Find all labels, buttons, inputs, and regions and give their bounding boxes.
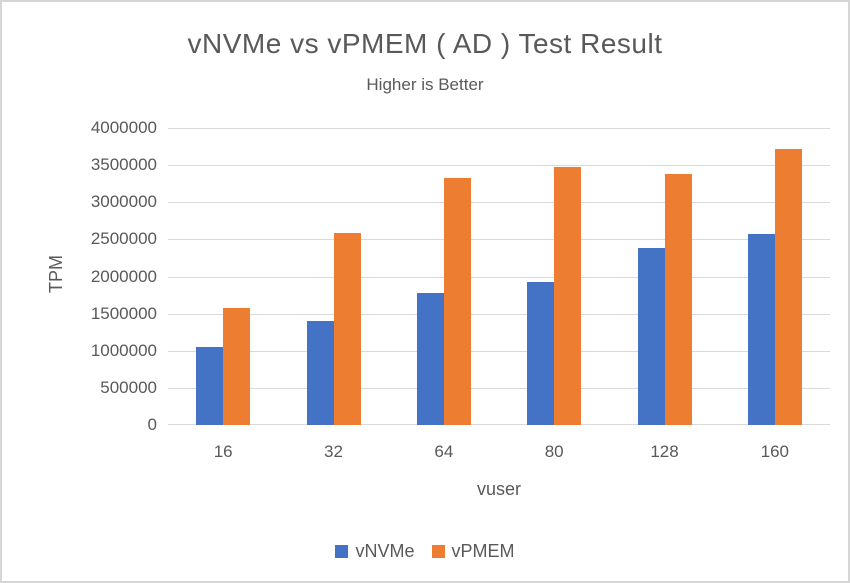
- gridline: [168, 387, 830, 389]
- y-tick-label: 2000000: [90, 266, 157, 286]
- x-tick-label: 160: [760, 442, 790, 461]
- bar-vnvme-64: [416, 292, 444, 425]
- bar-vnvme-128: [637, 247, 665, 425]
- bar-vnvme-160: [747, 234, 775, 425]
- gridline: [168, 202, 830, 204]
- y-tick-label: 3000000: [90, 192, 157, 212]
- bar-vpmem-128: [664, 174, 692, 425]
- bar-vpmem-160: [774, 148, 802, 425]
- chart-subtitle: Higher is Better: [366, 75, 484, 94]
- y-tick-label: 2500000: [90, 229, 157, 249]
- x-tick-label: 16: [213, 442, 233, 461]
- x-tick-label: 64: [434, 442, 454, 461]
- x-tick-label: 80: [544, 442, 564, 461]
- chart-title: vNVMe vs vPMEM ( AD ) Test Result: [187, 28, 663, 59]
- gridline: [168, 239, 830, 241]
- gridline: [168, 165, 830, 167]
- bar-vpmem-64: [443, 177, 471, 425]
- y-tick-label: 1500000: [90, 303, 157, 323]
- bar-vnvme-32: [306, 321, 334, 425]
- gridline: [168, 313, 830, 315]
- legend-item-vpmem: vPMEM: [431, 541, 515, 561]
- gridline: [168, 128, 830, 129]
- x-tick-label: 32: [324, 442, 343, 461]
- plot-area: [168, 128, 830, 425]
- x-axis-title: vuser: [476, 479, 521, 499]
- bar-vpmem-16: [223, 308, 251, 425]
- legend-swatch-vpmem: [431, 544, 445, 558]
- x-tick-label: 128: [650, 442, 679, 461]
- y-tick-label: 3500000: [90, 155, 157, 175]
- legend-item-vnvme: vNVMe: [335, 541, 415, 561]
- legend: vNVMe vPMEM: [2, 541, 848, 561]
- legend-label: vNVMe: [355, 541, 415, 561]
- gridline: [168, 350, 830, 352]
- legend-swatch-vnvme: [335, 544, 349, 558]
- x-axis-tick-labels: 16 32 64 80 128 160: [168, 442, 830, 464]
- x-axis-baseline: [168, 424, 830, 425]
- y-tick-label: 0: [147, 415, 157, 434]
- y-tick-label: 1000000: [90, 340, 157, 360]
- bar-vnvme-80: [527, 281, 555, 425]
- y-axis-tick-labels: 0 500000 1000000 1500000 2000000 2500000 30000…: [52, 118, 157, 434]
- bar-vnvme-16: [196, 347, 224, 425]
- bar-vpmem-32: [333, 233, 361, 425]
- legend-label: vPMEM: [451, 541, 515, 561]
- gridline: [168, 276, 830, 278]
- y-tick-label: 4000000: [90, 118, 157, 137]
- y-tick-label: 500000: [100, 377, 157, 397]
- bar-vpmem-80: [554, 167, 582, 425]
